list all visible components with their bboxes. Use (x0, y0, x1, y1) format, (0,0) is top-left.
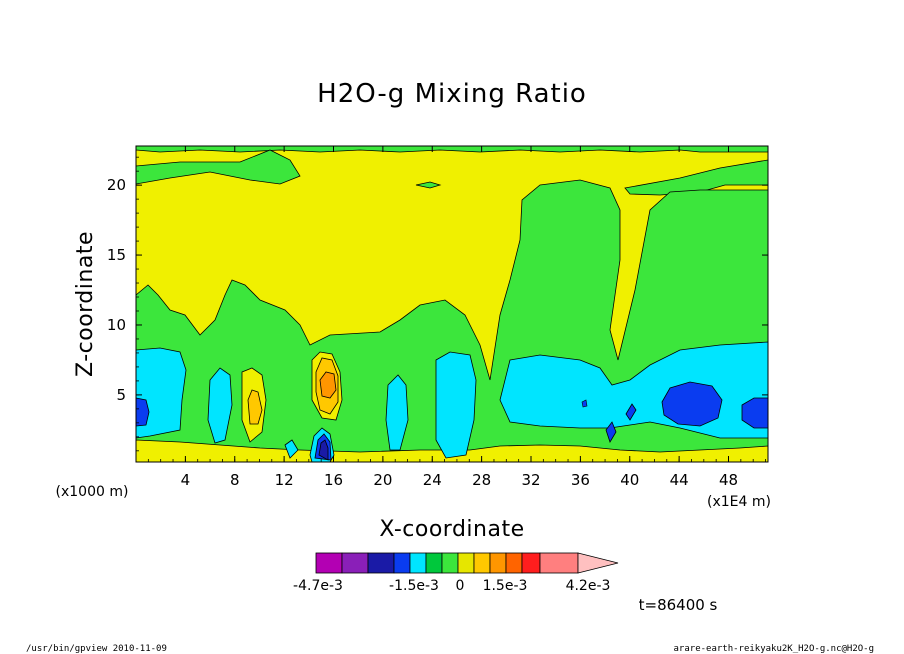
level-band-green-strip (136, 149, 301, 185)
colorbar-swatch (393, 552, 411, 574)
x-tick-label: 20 (373, 471, 392, 489)
colorbar-swatch (315, 552, 343, 574)
level-band-green-blob (415, 181, 442, 189)
y-tick-label: 20 (107, 176, 126, 194)
cb-label-1: -1.5e-3 (389, 578, 439, 594)
x-tick-label: 48 (719, 471, 738, 489)
colorbar-swatch (505, 552, 523, 574)
x-tick-label: 28 (472, 471, 491, 489)
level-band-cyan-3 (385, 374, 409, 451)
x-tick-label: 4 (181, 471, 191, 489)
level-band-blue-right (741, 397, 768, 429)
x-tick-label: 8 (230, 471, 240, 489)
contour-field (136, 146, 768, 462)
level-band-orange-light-10 (247, 389, 263, 425)
x-tick-label: 16 (324, 471, 343, 489)
level-band-blue-44 (661, 381, 723, 427)
level-band-green-top (136, 146, 768, 153)
x-tick-label: 24 (423, 471, 442, 489)
plot-frame (135, 145, 769, 463)
colorbar-extend-arrow (577, 552, 619, 574)
x-tick-label: 40 (620, 471, 639, 489)
colorbar-swatch (409, 552, 427, 574)
x-tick-label: 36 (571, 471, 590, 489)
x-axis-label: X-coordinate (379, 517, 524, 542)
y-unit-label: (x1000 m) (56, 484, 129, 500)
colorbar-swatch (521, 552, 541, 574)
level-band-green-right-top (624, 159, 768, 196)
level-band-blue-left (136, 397, 150, 427)
level-band-orange-15 (319, 371, 337, 399)
colorbar (315, 552, 619, 574)
colorbar-swatch (425, 552, 443, 574)
level-band-cyan-2 (207, 367, 233, 444)
cb-label-4: 4.2e-3 (566, 578, 611, 594)
x-tick-label: 12 (275, 471, 294, 489)
y-tick-label: 5 (116, 386, 126, 404)
cb-label-0: -4.7e-3 (293, 578, 343, 594)
time-label: t=86400 s (639, 596, 718, 614)
footer-right: arare-earth-reikyaku2K_H2O-g.nc@H2O-g (674, 644, 874, 654)
level-band-navy-16 (318, 439, 329, 461)
x-unit-label: (x1E4 m) (707, 494, 771, 510)
footer-left: /usr/bin/gpview 2010-11-09 (26, 644, 167, 654)
colorbar-swatch (441, 552, 459, 574)
colorbar-swatch (457, 552, 475, 574)
colorbar-swatch (473, 552, 491, 574)
y-axis-label: Z-coordinate (73, 231, 98, 377)
colorbar-swatch (539, 552, 579, 574)
colorbar-swatch (489, 552, 507, 574)
x-tick-label: 44 (670, 471, 689, 489)
y-tick-label: 15 (107, 246, 126, 264)
level-band-cyan-4 (435, 351, 477, 459)
chart-title: H2O-g Mixing Ratio (317, 79, 587, 109)
level-band-blue-small-3 (581, 399, 588, 408)
x-tick-label: 32 (521, 471, 540, 489)
y-tick-label: 10 (107, 316, 126, 334)
level-band-blue-small-1 (625, 403, 637, 421)
cb-label-2: 0 (456, 578, 465, 594)
level-band-cyan-bottom (284, 439, 299, 459)
colorbar-swatch (341, 552, 369, 574)
cb-label-3: 1.5e-3 (483, 578, 528, 594)
colorbar-swatch (367, 552, 395, 574)
level-band-blue-small-2 (605, 421, 617, 443)
